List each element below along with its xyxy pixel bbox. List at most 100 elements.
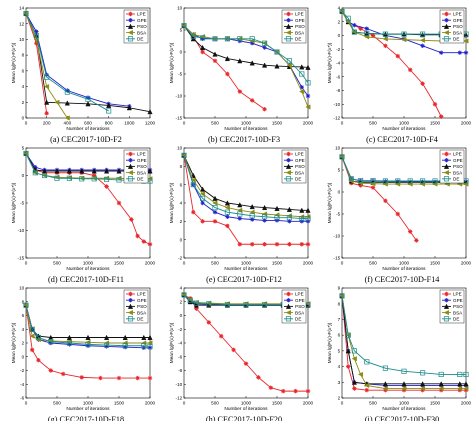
data-point-BSA [463, 38, 469, 44]
x-tick-label: 0 [183, 261, 186, 266]
y-tick-label: -10 [334, 102, 341, 107]
legend-marker-PSO [127, 303, 134, 309]
data-point-GPE [364, 26, 369, 31]
data-point-DE [224, 209, 230, 215]
x-tick-label: 1200 [145, 121, 156, 126]
y-tick-label: 12 [19, 21, 25, 26]
y-tick-label: 2 [180, 219, 183, 224]
data-point-DE [187, 297, 193, 303]
data-point-PSO [64, 100, 70, 106]
y-tick-label: -15 [334, 256, 341, 261]
data-point-LPE [212, 58, 218, 63]
x-tick-label: 2000 [303, 401, 314, 406]
data-point-LPE [395, 53, 400, 59]
data-point-LPE [457, 387, 462, 393]
y-tick-label: 2 [180, 299, 183, 304]
data-point-DE [212, 36, 218, 42]
y-tick-label: 0 [22, 354, 25, 359]
data-point-DE [339, 293, 345, 299]
data-point-DE [382, 31, 388, 37]
data-point-LPE [30, 347, 35, 353]
data-point-LPE [36, 357, 41, 363]
y-tick-label: 0 [180, 50, 183, 55]
data-point-DE [193, 300, 199, 306]
data-point-DE [79, 176, 85, 182]
x-tick-label: 1000 [241, 401, 252, 406]
y-tick-label: -4 [336, 61, 341, 66]
data-point-DE [420, 370, 426, 376]
legend-marker-BSA [443, 29, 449, 36]
data-point-PSO [224, 200, 231, 206]
y-tick-label: 4 [22, 327, 25, 332]
panel-2: 0 500 1000 1500 2000 -12 -10 -8 -6 -4 -2 0 2 4 Number … [327, 6, 472, 144]
y-tick-label: 8 [180, 164, 183, 169]
legend-label-DE: DE [453, 37, 459, 42]
x-tick-label: 2000 [303, 121, 314, 126]
data-point-BSA [190, 177, 196, 183]
data-point-PSO [44, 99, 50, 105]
legend-marker-BSA [443, 169, 449, 176]
data-point-PSO [147, 168, 153, 174]
legend-label-DE: DE [295, 37, 301, 42]
legend-marker-GPE [444, 18, 449, 23]
data-point-LPE [191, 209, 196, 215]
data-point-LPE [305, 388, 311, 394]
y-tick-label: 8 [22, 299, 25, 304]
data-point-DE [382, 365, 388, 371]
y-tick-label: 4 [338, 364, 341, 369]
data-point-BSA [457, 385, 463, 392]
data-point-PSO [199, 186, 206, 192]
data-point-GPE [85, 95, 91, 100]
x-tick-label: 1500 [430, 121, 441, 126]
y-tick-label: -4 [178, 341, 183, 346]
data-point-LPE [358, 26, 363, 31]
data-point-LPE [98, 375, 103, 381]
data-point-PSO [401, 381, 407, 387]
data-point-DE [66, 175, 72, 181]
data-point-DE [305, 216, 311, 222]
data-point-DE [190, 182, 196, 188]
legend-marker-PSO [443, 23, 450, 29]
series-DE [181, 152, 311, 222]
subplot-caption: (g) CEC2017-10D-F18 [48, 415, 124, 421]
legend-marker-BSA [127, 29, 133, 36]
data-point-LPE [34, 41, 39, 46]
data-point-BSA [237, 207, 243, 213]
legend-marker-DE [127, 36, 134, 42]
y-tick-label: -2 [178, 256, 183, 261]
data-point-LPE [383, 43, 388, 49]
y-tick-label: 10 [177, 6, 183, 11]
x-tick-label: 1500 [272, 401, 283, 406]
y-tick-label: -2 [20, 368, 25, 373]
legend-label-PSO: PSO [453, 24, 463, 29]
y-tick-label: 6 [338, 333, 341, 338]
data-point-LPE [268, 385, 273, 390]
y-axis-label: Mean lg(F(x)-F(x*)) [169, 182, 175, 223]
y-tick-label: 9 [338, 286, 341, 291]
data-point-DE [358, 178, 364, 184]
legend-label-PSO: PSO [453, 164, 463, 169]
data-point-BSA [54, 99, 60, 105]
legend-label-LPE: LPE [137, 12, 146, 17]
y-tick-label: -4 [20, 382, 25, 387]
y-tick-label: -6 [178, 354, 183, 359]
data-point-GPE [305, 219, 311, 224]
y-tick-label: -2 [336, 47, 341, 52]
legend-label-DE: DE [295, 317, 301, 322]
data-point-LPE [135, 375, 140, 381]
y-axis-label: Mean lg(F(x)-F(x*)) [327, 322, 333, 363]
data-point-PSO [261, 204, 268, 211]
panel-1: 0 500 1000 1500 2000 -15 -10 -5 0 5 10 Number of it… [169, 6, 314, 144]
y-tick-label: -5 [178, 72, 183, 77]
data-point-DE [299, 71, 305, 77]
data-point-DE [364, 359, 370, 365]
legend-marker-DE [285, 316, 292, 322]
data-point-DE [249, 213, 255, 219]
panel-8: 0 500 1000 1500 2000 2 3 4 5 6 7 8 9 Number of iterat… [327, 286, 472, 421]
data-point-LPE [200, 49, 205, 55]
data-point-DE [64, 89, 70, 95]
